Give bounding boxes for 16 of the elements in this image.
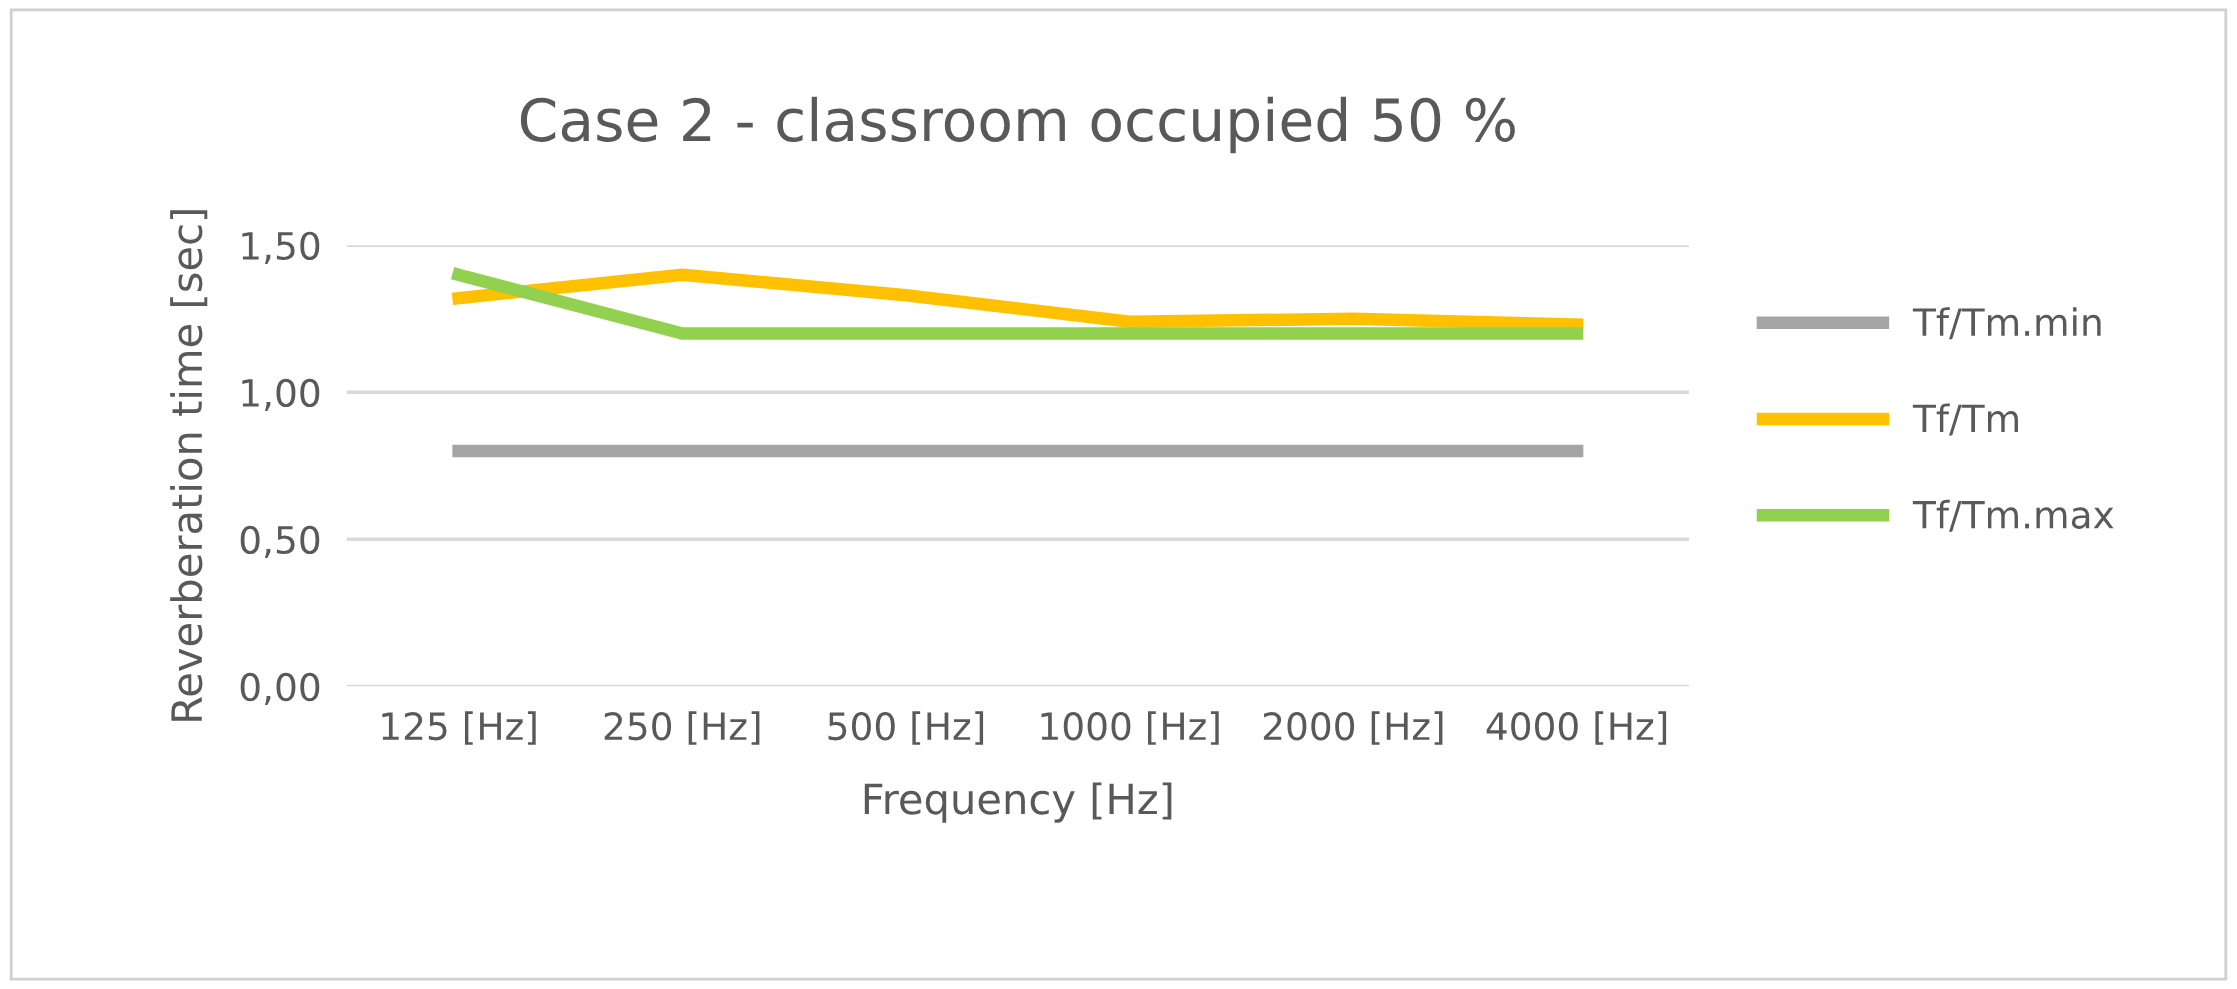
y-tick-label: 0,00 — [240, 672, 320, 705]
y-tick-label: 1,50 — [242, 231, 320, 264]
y-tick-label: 1,00 — [242, 378, 320, 411]
chart-title: Case 2 - classroom occupied 50 % — [520, 96, 1515, 154]
x-tick-label: 250 [Hz] — [604, 711, 760, 745]
legend-label: Tf/Tm.max — [1912, 499, 2114, 532]
x-axis-title: Frequency [Hz] — [864, 782, 1172, 823]
x-tick-label: 500 [Hz] — [828, 711, 984, 745]
y-axis-title: Reverberation time [sec] — [170, 210, 208, 721]
x-tick-label: 4000 [Hz] — [1486, 711, 1667, 745]
x-tick-label: 2000 [Hz] — [1263, 711, 1443, 745]
y-tick-label: 0,50 — [240, 525, 320, 558]
legend-label: Tf/Tm — [1912, 403, 2018, 436]
x-tick-label: 1000 [Hz] — [1041, 711, 1219, 745]
x-tick-label: 125 [Hz] — [382, 711, 536, 745]
legend-label: Tf/Tm.min — [1912, 307, 2101, 340]
